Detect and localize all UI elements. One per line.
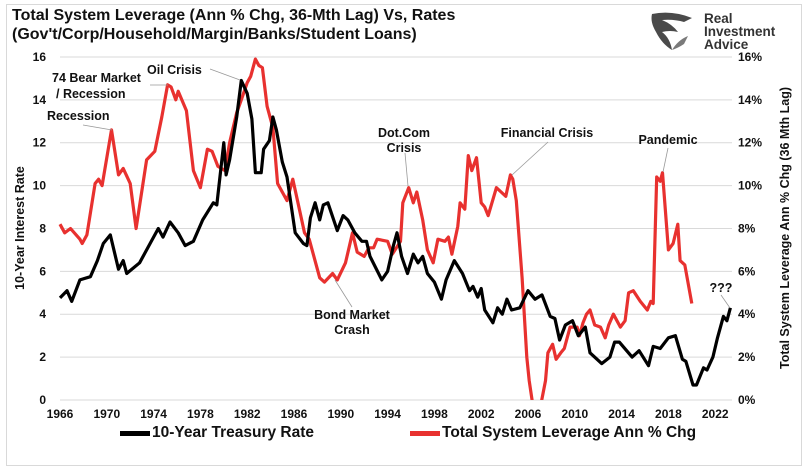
annotation-leader-pandemic (662, 147, 669, 173)
y-right-tick-label: 14% (738, 93, 762, 107)
x-tick-label: 1998 (421, 407, 448, 421)
y-right-tick-label: 4% (738, 307, 756, 321)
y-left-tick-label: 6 (39, 264, 46, 278)
y-right-tick-label: 0% (738, 393, 756, 407)
y-right-tick-label: 16% (738, 50, 762, 64)
y-left-tick-label: 2 (39, 350, 46, 364)
y-right-tick-label: 2% (738, 350, 756, 364)
legend-item-leverage: Total System Leverage Ann % Chg (410, 424, 696, 442)
y-left-tick-label: 16 (33, 50, 47, 64)
x-tick-label: 2018 (655, 407, 682, 421)
annotation-financial: Financial Crisis (501, 126, 593, 140)
x-tick-label: 1982 (234, 407, 261, 421)
y-axis-right-ticks: 0% 2% 4% 6% 8% 10% 12% 14% 16% (738, 50, 762, 407)
y-left-tick-label: 4 (39, 307, 46, 321)
legend-swatch-treasury (120, 430, 150, 436)
annotation-leader-financial (511, 141, 549, 176)
logo-text-line1: Real (704, 11, 733, 26)
logo-text-line2: Investment (704, 24, 776, 39)
logo-text-line3: Advice (704, 37, 749, 52)
series-line-treasury (58, 78, 732, 387)
annotation-dotcom-line1: Dot.Com (378, 126, 430, 140)
series-line-leverage (58, 57, 694, 400)
annotation-leader-bond (334, 279, 353, 308)
x-tick-label: 2014 (608, 407, 635, 421)
annotation-bear-line2: / Recession (56, 87, 125, 101)
eagle-logo-icon (651, 12, 692, 51)
legend-label-leverage: Total System Leverage Ann % Chg (442, 424, 697, 441)
annotation-leader-question (720, 294, 731, 309)
y-left-tick-label: 10 (33, 179, 47, 193)
annotation-question: ??? (710, 281, 733, 295)
y-left-tick-label: 8 (39, 221, 46, 235)
chart-frame (6, 4, 802, 466)
annotation-oil: Oil Crisis (147, 63, 202, 77)
y-right-tick-label: 10% (738, 179, 762, 193)
y-right-tick-label: 6% (738, 264, 756, 278)
x-tick-label: 2006 (515, 407, 542, 421)
annotation-leader-dotcom (404, 152, 409, 187)
x-axis-ticks: 1966 1970 1974 1978 1982 1986 1990 1994 1998 2002… (47, 407, 729, 421)
x-tick-label: 2010 (561, 407, 588, 421)
annotations (82, 68, 731, 309)
x-tick-label: 1990 (327, 407, 354, 421)
chart-subtitle: (Gov't/Corp/Household/Margin/Banks/Stude… (12, 26, 417, 43)
x-tick-label: 1978 (187, 407, 214, 421)
legend-item-treasury: 10-Year Treasury Rate (120, 424, 314, 442)
x-tick-label: 1994 (374, 407, 401, 421)
series-group (58, 57, 732, 400)
chart-title: Total System Leverage (Ann % Chg, 36-Mth… (12, 6, 455, 44)
y-left-tick-label: 12 (33, 136, 47, 150)
annotation-recession: Recession (47, 109, 110, 123)
y-right-tick-label: 12% (738, 136, 762, 150)
logo: Real Investment Advice (648, 10, 798, 58)
annotation-dotcom-line2: Crisis (387, 141, 422, 155)
x-tick-label: 2022 (702, 407, 729, 421)
y-axis-left-ticks: 0 2 4 6 8 10 12 14 16 (33, 50, 47, 407)
gridlines (60, 56, 732, 401)
x-tick-label: 2002 (468, 407, 495, 421)
y-axis-left-title: 10-Year Interest Rate (13, 166, 27, 290)
x-tick-label: 1974 (140, 407, 167, 421)
annotation-pandemic: Pandemic (638, 133, 697, 147)
annotation-bear-line1: 74 Bear Market (52, 71, 142, 85)
x-tick-label: 1986 (281, 407, 308, 421)
y-right-tick-label: 8% (738, 221, 756, 235)
annotation-leader-recession (82, 124, 113, 131)
y-left-tick-label: 14 (33, 93, 47, 107)
legend-label-treasury: 10-Year Treasury Rate (152, 424, 314, 441)
logo-text: Real Investment Advice (704, 11, 776, 52)
x-tick-label: 1966 (47, 407, 74, 421)
chart-title-line1: Total System Leverage (Ann % Chg, 36-Mth… (12, 7, 456, 24)
annotation-leader-oil (209, 68, 241, 81)
annotation-bond-line1: Bond Market (314, 308, 391, 322)
x-tick-label: 1970 (93, 407, 120, 421)
y-left-tick-label: 0 (39, 393, 46, 407)
legend-swatch-leverage (410, 430, 440, 436)
y-axis-right-title: Total System Leverage Ann % Chg (36 Mth … (778, 87, 792, 369)
annotation-bond-line2: Crash (334, 323, 369, 337)
